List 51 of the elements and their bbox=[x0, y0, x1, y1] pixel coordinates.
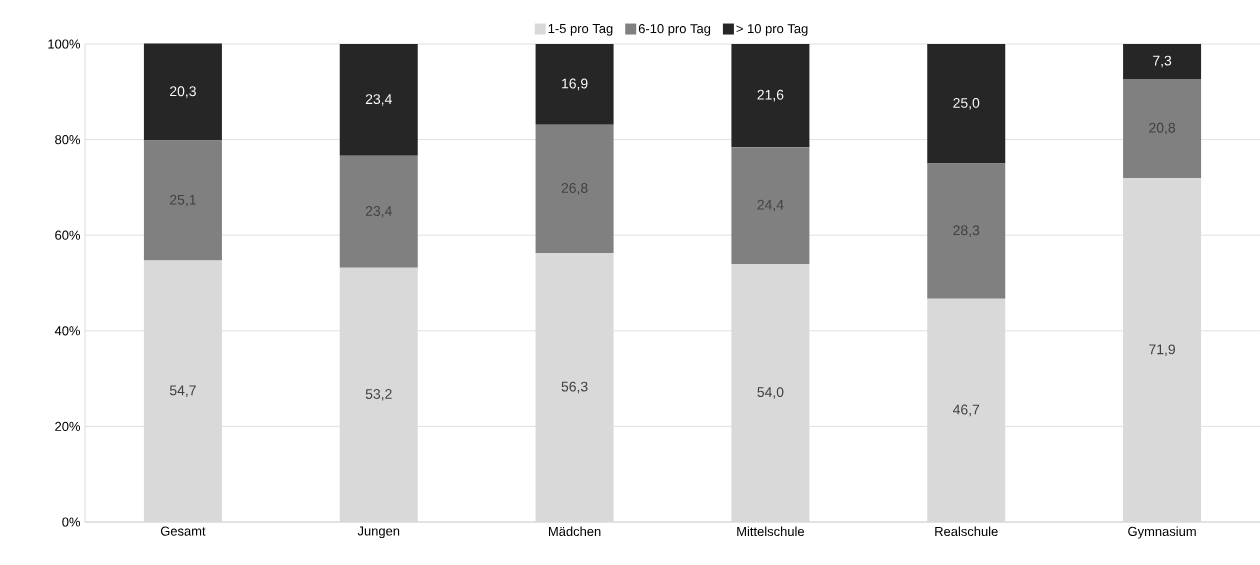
bar bbox=[927, 298, 1006, 522]
data-label: 54,7 bbox=[169, 385, 196, 397]
bar bbox=[1123, 78, 1202, 179]
x-tick-label: Gymnasium bbox=[1128, 526, 1196, 539]
data-label: 54,0 bbox=[757, 387, 784, 399]
y-tick-label: 0% bbox=[62, 517, 81, 527]
data-label: 56,3 bbox=[561, 381, 588, 394]
x-tick-label: Mädchen bbox=[549, 526, 601, 537]
legend-label: > 10 pro Tag bbox=[736, 24, 808, 36]
data-label: 71,9 bbox=[1149, 344, 1175, 356]
y-tick-label: 80% bbox=[55, 135, 81, 145]
bar bbox=[535, 124, 614, 253]
data-label: 28,3 bbox=[953, 225, 980, 237]
data-label: 53,2 bbox=[365, 389, 392, 401]
data-label: 20,8 bbox=[1149, 122, 1176, 135]
bar bbox=[731, 147, 810, 264]
bar bbox=[1123, 44, 1202, 79]
x-tick-label: Realschule bbox=[935, 526, 998, 537]
data-label: 21,6 bbox=[757, 89, 784, 102]
data-label: 46,7 bbox=[952, 404, 980, 417]
bar bbox=[731, 44, 810, 148]
bar bbox=[535, 252, 614, 522]
data-label: 26,8 bbox=[561, 183, 588, 195]
bar bbox=[339, 44, 418, 156]
data-label: 25,0 bbox=[953, 97, 980, 110]
bar bbox=[339, 155, 418, 268]
y-tick-label: 40% bbox=[54, 326, 81, 336]
y-tick-label: 60% bbox=[55, 230, 81, 240]
bar bbox=[143, 43, 222, 141]
bar bbox=[143, 140, 222, 261]
legend-label: 1-5 pro Tag bbox=[548, 24, 613, 36]
y-tick-label: 100% bbox=[48, 39, 81, 49]
data-label: 20,3 bbox=[170, 86, 196, 98]
x-tick-label: Mittelschule bbox=[737, 526, 805, 537]
bar bbox=[927, 44, 1006, 164]
y-tick-label: 20% bbox=[55, 421, 81, 431]
data-label: 25,1 bbox=[170, 194, 196, 207]
x-tick-label: Gesamt bbox=[160, 526, 206, 536]
bar bbox=[731, 263, 810, 522]
legend-label: 6-10 pro Tag bbox=[638, 24, 711, 36]
data-label: 7,3 bbox=[1153, 55, 1172, 68]
bar bbox=[927, 163, 1006, 299]
bar bbox=[535, 44, 614, 125]
data-label: 24,4 bbox=[757, 199, 784, 212]
bar bbox=[339, 267, 418, 522]
data-label: 23,4 bbox=[365, 206, 392, 218]
x-tick-label: Jungen bbox=[357, 526, 400, 539]
data-label: 23,4 bbox=[365, 94, 392, 106]
bar bbox=[143, 260, 222, 522]
data-label: 16,9 bbox=[562, 78, 588, 91]
bar bbox=[1123, 178, 1202, 522]
